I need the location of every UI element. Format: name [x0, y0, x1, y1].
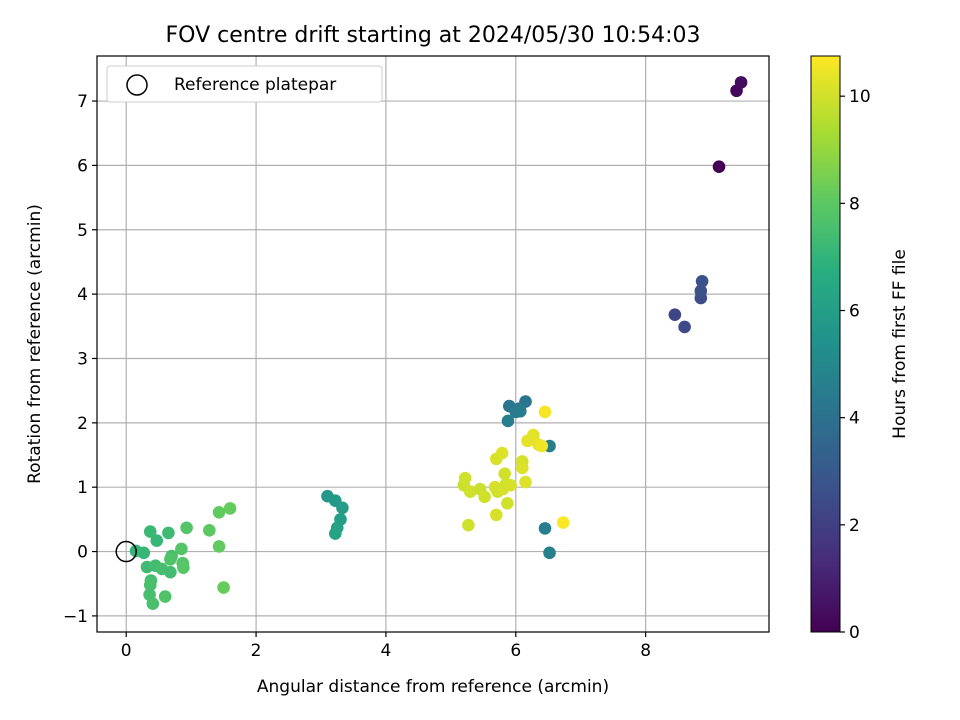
- y-tick-label: 3: [77, 349, 88, 369]
- data-point: [177, 561, 190, 574]
- colorbar-gradient: [810, 55, 841, 633]
- colorbar-ticks: 0 2 4 6 8 10: [840, 87, 871, 643]
- y-tick-label: −1: [63, 607, 88, 627]
- x-tick-label: 8: [640, 641, 651, 661]
- x-tick-label: 4: [381, 641, 392, 661]
- colorbar-label: Hours from first FF file: [890, 249, 910, 439]
- y-tick-label: 2: [77, 414, 88, 434]
- data-point: [143, 525, 157, 538]
- data-point: [462, 518, 475, 532]
- y-tick-label: 0: [77, 543, 88, 563]
- data-point: [538, 405, 552, 419]
- data-point: [501, 414, 515, 428]
- colorbar-tick-label: 6: [849, 302, 860, 322]
- data-point: [336, 501, 349, 515]
- colorbar-tick-label: 0: [849, 623, 860, 643]
- x-tick-label: 2: [251, 641, 262, 661]
- data-point: [478, 490, 491, 504]
- data-point: [162, 526, 175, 540]
- y-axis-label: Rotation from reference (arcmin): [25, 204, 45, 484]
- data-point: [712, 160, 726, 173]
- x-axis-label: Angular distance from reference (arcmin): [257, 677, 609, 697]
- data-point: [203, 524, 216, 537]
- chart-title: FOV centre drift starting at 2024/05/30 …: [166, 23, 701, 48]
- data-point: [150, 534, 164, 547]
- colorbar-tick-label: 2: [849, 516, 860, 536]
- y-tick-label: 7: [77, 92, 88, 112]
- data-point: [175, 542, 188, 556]
- colorbar-tick-label: 10: [849, 87, 871, 107]
- colorbar: 0 2 4 6 8 10 Hours from first FF file: [810, 55, 910, 643]
- data-point: [695, 274, 709, 288]
- data-point: [556, 516, 570, 529]
- data-point: [543, 546, 556, 560]
- y-tick-label: 5: [77, 221, 88, 241]
- data-point: [538, 522, 552, 535]
- plot-area-frame: [96, 55, 770, 633]
- data-point: [164, 552, 177, 566]
- data-point: [495, 446, 509, 460]
- colorbar-tick-label: 4: [849, 409, 860, 429]
- data-point: [180, 521, 193, 535]
- data-point: [328, 527, 342, 540]
- data-point: [217, 581, 230, 594]
- data-point: [668, 308, 682, 322]
- legend: Reference platepar: [106, 65, 383, 103]
- legend-entry-label: Reference platepar: [174, 75, 336, 95]
- x-tick-label: 6: [510, 641, 521, 661]
- data-point: [143, 578, 157, 592]
- data-point: [678, 320, 691, 334]
- data-point: [458, 471, 472, 485]
- data-point: [501, 496, 514, 510]
- data-points: [129, 76, 748, 610]
- data-point: [164, 565, 177, 579]
- data-point: [535, 439, 549, 453]
- data-point: [464, 485, 477, 499]
- data-point: [734, 76, 748, 89]
- data-point: [527, 428, 540, 442]
- data-point: [514, 404, 527, 418]
- data-point: [515, 461, 529, 475]
- data-point: [519, 475, 532, 489]
- data-point: [146, 597, 160, 610]
- colorbar-tick-label: 8: [849, 194, 860, 214]
- legend-box: [106, 65, 383, 103]
- x-tick-label: 0: [121, 641, 132, 661]
- grid-lines: [97, 56, 769, 632]
- data-point: [137, 546, 151, 560]
- data-point: [694, 284, 708, 298]
- axis-ticks: 0 2 4 6 8 −1 0 1 2 3 4 5 6 7: [63, 92, 651, 661]
- y-tick-label: 1: [77, 478, 88, 498]
- data-point: [212, 540, 226, 553]
- data-point: [212, 505, 226, 519]
- data-point: [504, 478, 517, 492]
- legend-open-circle-marker: [126, 74, 148, 96]
- reference-platepar-marker: [115, 540, 137, 563]
- data-point: [158, 590, 172, 603]
- y-tick-label: 6: [77, 156, 88, 176]
- y-tick-label: 4: [77, 285, 88, 305]
- data-point: [498, 467, 512, 480]
- reference-marker-layer: [115, 540, 137, 563]
- data-point: [223, 502, 237, 515]
- data-point: [490, 508, 503, 522]
